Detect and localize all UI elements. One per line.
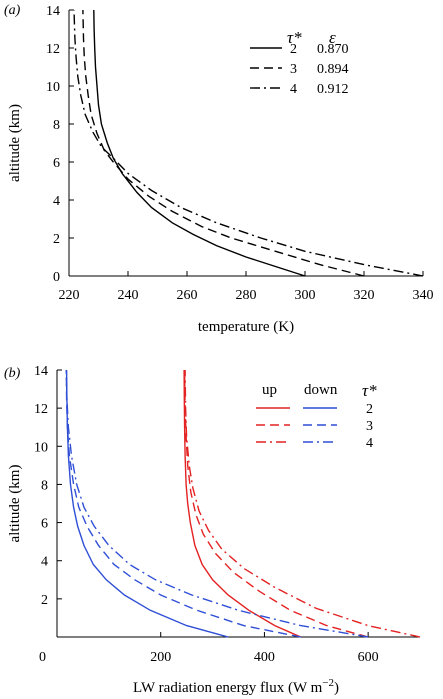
y-tick-label: 12	[34, 402, 48, 417]
legend-tau-value: 2	[366, 402, 373, 417]
y-tick-label: 12	[46, 42, 60, 57]
y-tick-label: 2	[41, 593, 48, 608]
y-axis-title: altitude (km)	[7, 104, 23, 182]
legend-tau-value: 3	[366, 419, 373, 434]
panel-label-a: (a)	[4, 3, 21, 18]
x-tick-label: 280	[236, 288, 257, 303]
legend-tau-value: 4	[290, 82, 297, 97]
legend-header-up: up	[262, 382, 277, 398]
y-tick-label: 10	[46, 80, 60, 95]
x-tick-label: 340	[413, 288, 434, 303]
y-tick-label: 2	[53, 232, 60, 247]
panel-b: (b) 2 4 6 8 10 12 14 0 200 400 600 LW radiation ener…	[4, 364, 421, 696]
legend-tau-value: 2	[290, 42, 297, 57]
series-line-dashdot	[73, 9, 424, 277]
y-axis-title: altitude (km)	[7, 465, 23, 543]
x-tick-label: 260	[177, 288, 198, 303]
y-tick-label: 4	[53, 194, 60, 209]
y-tick-label: 8	[53, 118, 60, 133]
x-tick-label: 0	[39, 650, 46, 665]
legend-epsilon-value: 0.894	[317, 62, 349, 77]
series-line-down-solid	[65, 369, 229, 638]
x-tick-label: 320	[354, 288, 375, 303]
legend-epsilon-value: 0.912	[317, 82, 349, 97]
legend-header-tau: τ*	[287, 28, 302, 47]
legend-header-down: down	[304, 382, 338, 398]
series-line-down-dashed	[65, 369, 301, 638]
legend-header-epsilon: ε	[329, 28, 336, 47]
y-tick-label: 10	[34, 440, 48, 455]
x-tick-label: 220	[59, 288, 80, 303]
x-axis-title: temperature (K)	[198, 319, 294, 335]
series-line-down-dashdot	[65, 369, 369, 638]
x-tick-label: 300	[295, 288, 316, 303]
y-tick-label: 0	[53, 270, 60, 285]
y-tick-label: 4	[41, 555, 48, 570]
x-tick-label: 240	[118, 288, 139, 303]
x-tick-label: 600	[358, 650, 379, 665]
x-tick-label: 200	[150, 650, 171, 665]
panel-a: (a) 0 2 4 6 8 10 12 14 220 240 260 280 300 320 340 tempe…	[4, 3, 434, 335]
series-line-up-solid	[183, 369, 301, 638]
panel-label-b: (b)	[4, 366, 21, 381]
series-line-up-dashdot	[184, 369, 421, 638]
series-line-up-dashed	[183, 369, 369, 638]
y-tick-label: 6	[41, 517, 48, 532]
y-tick-label: 14	[46, 4, 60, 19]
legend-tau-value: 4	[366, 436, 373, 451]
series-line-dashed	[82, 9, 365, 277]
x-tick-label: 400	[254, 650, 275, 665]
y-tick-label: 14	[34, 364, 48, 379]
legend-tau-value: 3	[290, 62, 297, 77]
legend-header-tau: τ*	[362, 381, 377, 400]
x-axis-title: LW radiation energy flux (W m−2)	[133, 677, 339, 696]
series-line-solid	[93, 9, 306, 277]
y-tick-label: 8	[41, 478, 48, 493]
y-tick-label: 6	[53, 156, 60, 171]
legend-epsilon-value: 0.870	[317, 42, 349, 57]
